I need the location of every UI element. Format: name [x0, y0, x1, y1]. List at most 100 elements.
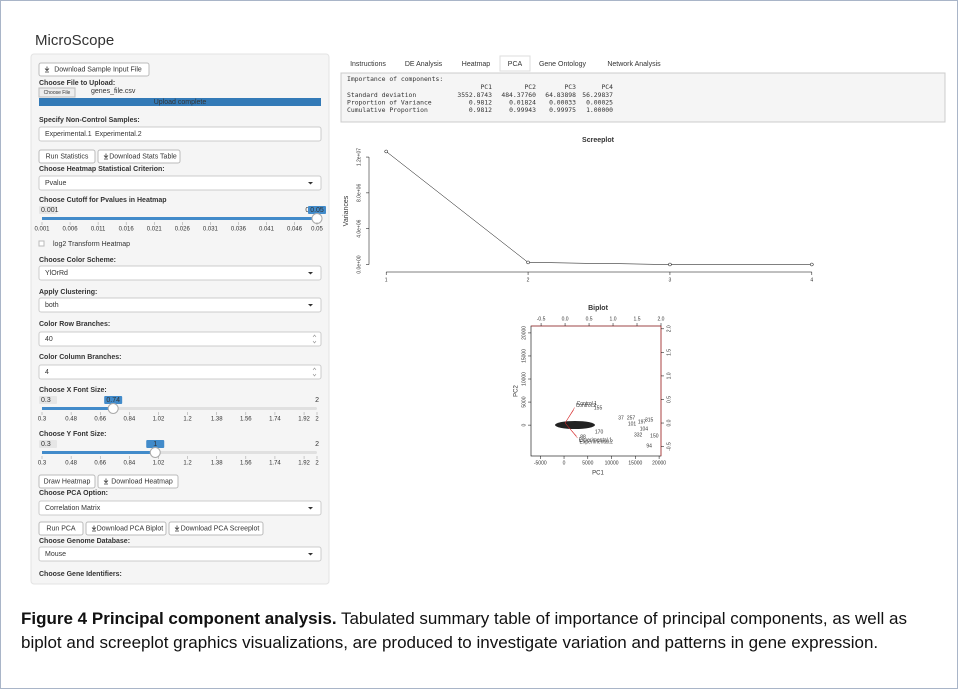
pca-select-value[interactable]: Correlation Matrix	[45, 505, 101, 512]
file-button-label[interactable]: Choose File	[44, 90, 71, 96]
row-branches-input-value[interactable]: 40	[45, 336, 53, 343]
summary-cell: 484.37760	[501, 91, 536, 99]
scree-point	[668, 262, 672, 267]
clustering-select[interactable]	[38, 297, 322, 313]
tab[interactable]: Gene Ontology	[539, 61, 587, 68]
slider-tick-label: 1.56	[240, 417, 252, 423]
pca-select[interactable]	[38, 500, 322, 516]
loading-label: Experimental.2	[580, 439, 614, 445]
y-tick-label: 4.0e+06	[356, 219, 362, 237]
slider-min-badge	[39, 206, 57, 214]
x2-tick-label: 2.0	[658, 316, 665, 322]
button-label[interactable]: Run Statistics	[46, 153, 89, 160]
genome-select[interactable]	[38, 546, 322, 562]
x2-tick-label: 0.5	[586, 316, 593, 322]
button-label[interactable]: Download Sample Input File	[54, 66, 142, 73]
summary-column: PC3	[564, 83, 576, 91]
button-label[interactable]: Draw Heatmap	[44, 478, 91, 485]
point-label: 332	[634, 432, 643, 438]
checkbox[interactable]	[38, 240, 45, 247]
genome-select-value[interactable]: Mouse	[45, 551, 66, 558]
loading-label: Control.1	[577, 401, 598, 407]
button[interactable]	[97, 149, 181, 164]
slider-tick-label: 0.041	[259, 227, 275, 233]
samples-input[interactable]	[38, 126, 322, 142]
y2-tick-label: 0.5	[666, 396, 672, 403]
slider-tick-label: 1.92	[298, 461, 310, 467]
file-button[interactable]	[38, 87, 76, 98]
slider-tick-label: 0.031	[203, 227, 219, 233]
slider-fill	[42, 217, 317, 220]
x-tick-label: 2	[527, 277, 530, 283]
slider-max: 2	[315, 441, 319, 448]
summary-cell: 56.29837	[582, 91, 613, 99]
summary-box	[340, 72, 946, 123]
download-icon	[103, 153, 109, 160]
y-tick-label: 20000	[521, 326, 527, 340]
color-select-value[interactable]: YlOrRd	[45, 270, 68, 277]
slider-tick-label: 1.92	[298, 417, 310, 423]
clustering-select-value[interactable]: both	[45, 302, 59, 309]
input-label: Apply Clustering:	[39, 289, 97, 296]
summary-row-label: Standard deviation	[347, 91, 416, 99]
summary-heading: Importance of components:	[347, 75, 443, 83]
slider-tick-label: 1.2	[183, 417, 192, 423]
point-label: 101	[628, 422, 637, 428]
y2-tick-label: 1.5	[666, 349, 672, 356]
button[interactable]	[38, 474, 96, 489]
tab[interactable]: Instructions	[350, 61, 386, 68]
slider-tick-label: 0.3	[38, 461, 47, 467]
slider-tick-label: 0.006	[63, 227, 79, 233]
tab[interactable]: PCA	[508, 61, 523, 68]
slider-tick-label: 2	[315, 461, 319, 467]
x2-tick-label: -0.5	[537, 316, 546, 322]
summary-cell: 0.00025	[586, 99, 613, 107]
slider-handle[interactable]	[107, 403, 119, 414]
slider-tick-label: 1.2	[183, 461, 192, 467]
criterion-select-value[interactable]: Pvalue	[45, 180, 67, 187]
tab[interactable]: Heatmap	[462, 61, 491, 68]
button[interactable]	[38, 521, 84, 536]
slider-tick-label: 1.02	[153, 417, 165, 423]
criterion-select[interactable]	[38, 175, 322, 191]
app-title: MicroScope	[35, 32, 114, 49]
tab[interactable]: Network Analysis	[607, 61, 661, 68]
file-name: genes_file.csv	[91, 88, 136, 95]
summary-row-label: Proportion of Variance	[347, 99, 432, 107]
button[interactable]	[38, 62, 150, 77]
slider-tick-label: 0.48	[65, 461, 77, 467]
button-label[interactable]: Download Heatmap	[111, 478, 173, 485]
button-label[interactable]: Download PCA Biplot	[97, 525, 164, 532]
checkbox-label[interactable]: log2 Transform Heatmap	[53, 241, 130, 248]
tab[interactable]: DE Analysis	[405, 61, 443, 68]
slider-min: 0.3	[41, 397, 51, 404]
slider-tick-label: 0.84	[124, 461, 136, 467]
button-label[interactable]: Download PCA Screeplot	[181, 525, 260, 532]
button-label[interactable]: Run PCA	[46, 525, 76, 532]
x-tick-label: -5000	[534, 460, 547, 466]
button[interactable]	[97, 474, 179, 489]
x-tick-label: 5000	[582, 460, 593, 466]
download-icon	[174, 525, 180, 532]
button-label[interactable]: Download Stats Table	[109, 153, 177, 160]
row-branches-input[interactable]	[38, 331, 322, 347]
slider-handle[interactable]	[149, 447, 161, 458]
button[interactable]	[85, 521, 167, 536]
column-branches-input-value[interactable]: 4	[45, 369, 49, 376]
loading-arrow	[564, 422, 578, 439]
y-tick-label: 10000	[521, 372, 527, 386]
caret	[308, 272, 313, 275]
slider-tick-label: 1.56	[240, 461, 252, 467]
y2-tick-label: 1.0	[666, 372, 672, 379]
color-select[interactable]	[38, 265, 322, 281]
upload-status: Upload complete	[154, 99, 207, 106]
button[interactable]	[38, 149, 96, 164]
x2-tick-label: 1.0	[610, 316, 617, 322]
column-branches-input[interactable]	[38, 364, 322, 380]
button[interactable]	[168, 521, 264, 536]
slider-label: Choose Cutoff for Pvalues in Heatmap	[39, 197, 167, 204]
x-tick-label: 10000	[605, 460, 619, 466]
scree-point	[810, 262, 814, 267]
point-label: 150	[650, 434, 659, 440]
slider-tick-label: 0.046	[287, 227, 303, 233]
